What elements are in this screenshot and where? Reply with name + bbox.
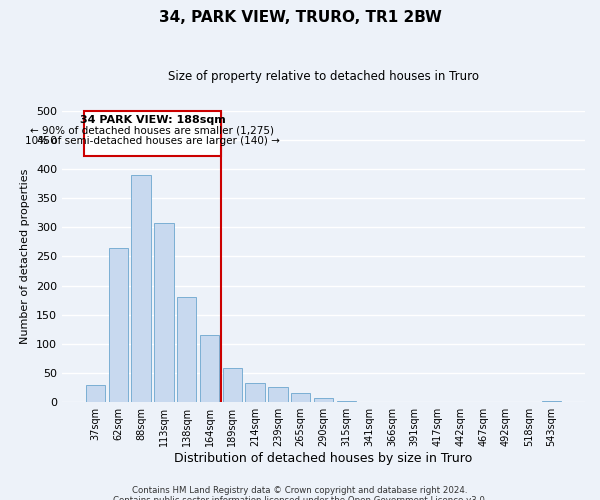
Bar [131,174,151,402]
Bar [109,248,128,402]
Text: Contains public sector information licensed under the Open Government Licence v3: Contains public sector information licen… [113,496,487,500]
Bar [223,368,242,402]
X-axis label: Distribution of detached houses by size in Truro: Distribution of detached houses by size … [175,452,473,465]
Bar [200,334,219,402]
Text: ← 90% of detached houses are smaller (1,275): ← 90% of detached houses are smaller (1,… [31,126,274,136]
Text: 34 PARK VIEW: 188sqm: 34 PARK VIEW: 188sqm [80,114,226,124]
Bar [291,394,310,402]
FancyBboxPatch shape [84,110,221,156]
Bar [337,401,356,402]
Bar [268,387,287,402]
Bar [314,398,333,402]
Y-axis label: Number of detached properties: Number of detached properties [20,168,31,344]
Bar [245,383,265,402]
Bar [542,401,561,402]
Bar [154,222,173,402]
Text: 34, PARK VIEW, TRURO, TR1 2BW: 34, PARK VIEW, TRURO, TR1 2BW [158,10,442,25]
Text: 10% of semi-detached houses are larger (140) →: 10% of semi-detached houses are larger (… [25,136,280,145]
Text: Contains HM Land Registry data © Crown copyright and database right 2024.: Contains HM Land Registry data © Crown c… [132,486,468,495]
Bar [177,297,196,402]
Title: Size of property relative to detached houses in Truro: Size of property relative to detached ho… [168,70,479,83]
Bar [86,384,105,402]
